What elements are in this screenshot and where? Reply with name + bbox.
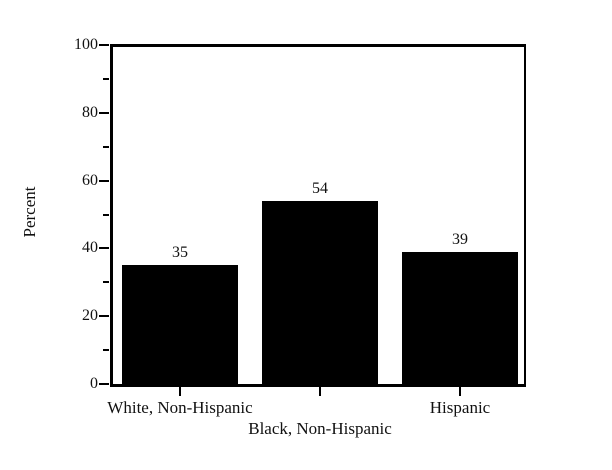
- y-axis-title: Percent: [20, 186, 39, 238]
- y-minor-tick: [103, 77, 109, 80]
- x-tick: [459, 387, 461, 396]
- y-major-tick: [99, 315, 109, 318]
- x-tick: [179, 387, 181, 396]
- y-tick-label: 20: [82, 307, 98, 325]
- x-category-label: Black, Non-Hispanic: [248, 419, 392, 438]
- y-tick-label: 40: [82, 239, 98, 257]
- y-major-tick: [99, 247, 109, 250]
- y-tick-label: 100: [74, 36, 98, 53]
- y-major-tick: [99, 111, 109, 114]
- y-major-tick: [99, 383, 109, 385]
- y-tick-label: 80: [82, 103, 98, 121]
- y-tick-label: 0: [90, 375, 98, 392]
- x-category-label: White, Non-Hispanic: [107, 398, 253, 417]
- y-minor-tick: [103, 281, 109, 284]
- y-minor-tick: [103, 145, 109, 148]
- y-tick-label: 60: [82, 171, 98, 189]
- y-major-tick: [99, 44, 109, 46]
- y-minor-tick: [103, 349, 109, 352]
- x-category-label: Hispanic: [429, 398, 491, 417]
- plot-area: [110, 44, 526, 387]
- x-tick: [319, 387, 321, 396]
- y-major-tick: [99, 179, 109, 182]
- y-minor-tick: [103, 213, 109, 216]
